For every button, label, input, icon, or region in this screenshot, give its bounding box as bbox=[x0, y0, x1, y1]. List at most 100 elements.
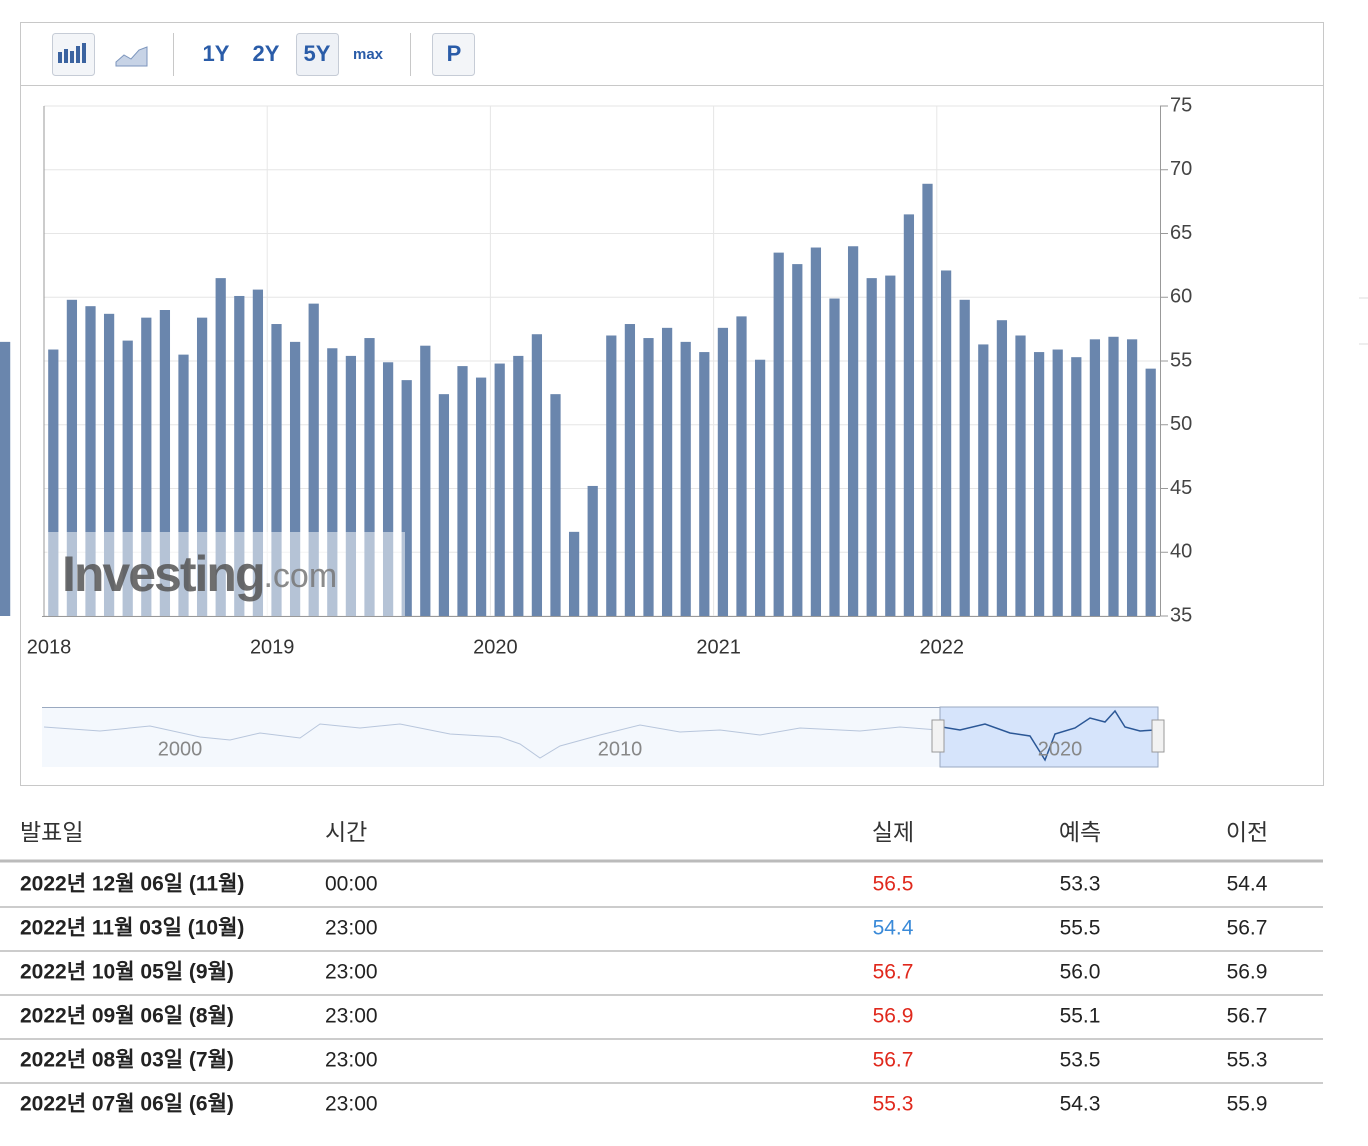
bar bbox=[178, 354, 189, 616]
bar bbox=[1108, 336, 1119, 616]
table-cell: 55.3 bbox=[1227, 1049, 1268, 1072]
table-cell: 2022년 12월 06일 (11월) bbox=[20, 873, 244, 896]
table-cell: 56.9 bbox=[873, 1005, 914, 1028]
table-cell: 2022년 09월 06일 (8월) bbox=[20, 1005, 234, 1028]
navigator-handle[interactable] bbox=[931, 719, 945, 753]
table-cell: 56.7 bbox=[873, 1049, 914, 1072]
table-cell: 56.0 bbox=[1060, 961, 1101, 984]
table-header: 시간 bbox=[325, 819, 367, 845]
bar bbox=[382, 362, 394, 616]
range-button[interactable]: 2Y bbox=[253, 41, 280, 66]
bar bbox=[345, 355, 357, 616]
navigator-label: 2010 bbox=[598, 738, 643, 760]
table-cell: 55.3 bbox=[873, 1093, 914, 1116]
bar bbox=[661, 327, 673, 616]
x-tick-label: 2019 bbox=[250, 636, 295, 658]
table-header: 예측 bbox=[1059, 819, 1101, 845]
table-header: 실제 bbox=[872, 819, 914, 845]
table-cell: 2022년 07월 06일 (6월) bbox=[20, 1093, 234, 1116]
bar bbox=[866, 278, 877, 616]
y-tick-label: 70 bbox=[1170, 158, 1192, 180]
bar bbox=[401, 380, 412, 616]
x-tick-label: 2020 bbox=[473, 636, 518, 658]
table-cell: 54.3 bbox=[1060, 1093, 1101, 1116]
table-cell: 23:00 bbox=[325, 1005, 378, 1028]
bar bbox=[550, 394, 561, 616]
bar bbox=[1015, 335, 1026, 616]
bar bbox=[1052, 349, 1063, 616]
table-header: 발표일 bbox=[20, 819, 83, 845]
bar bbox=[457, 366, 468, 616]
bar bbox=[215, 278, 226, 616]
y-tick-label: 55 bbox=[1170, 349, 1192, 371]
navigator-history bbox=[43, 723, 939, 759]
table-cell: 56.7 bbox=[873, 961, 914, 984]
bar bbox=[1126, 339, 1138, 616]
bar bbox=[643, 338, 654, 616]
bar bbox=[364, 338, 375, 616]
bar bbox=[271, 324, 282, 616]
watermark-domain: .com bbox=[263, 557, 337, 595]
bar bbox=[196, 317, 208, 616]
bar bbox=[1145, 368, 1156, 616]
table-cell: 56.5 bbox=[873, 873, 914, 896]
bar bbox=[717, 327, 729, 616]
table-cell: 23:00 bbox=[325, 961, 378, 984]
table-cell: 23:00 bbox=[325, 1093, 378, 1116]
x-tick-label: 2021 bbox=[696, 636, 741, 658]
table-cell: 53.3 bbox=[1060, 873, 1101, 896]
bar bbox=[531, 334, 543, 616]
watermark-name: Investing bbox=[62, 546, 263, 602]
range-button[interactable]: 1Y bbox=[203, 41, 230, 66]
bar bbox=[996, 320, 1008, 616]
table-cell: 54.4 bbox=[1227, 873, 1268, 896]
bar bbox=[829, 298, 840, 616]
bar bbox=[494, 363, 505, 616]
navigator-label: 2000 bbox=[158, 738, 203, 760]
navigator-handle[interactable] bbox=[1151, 719, 1165, 753]
x-tick-label: 2022 bbox=[920, 636, 965, 658]
bar bbox=[940, 270, 952, 616]
table-cell: 55.1 bbox=[1060, 1005, 1101, 1028]
bar bbox=[754, 359, 766, 616]
bar bbox=[141, 317, 152, 616]
table-cell: 2022년 08월 03일 (7월) bbox=[20, 1049, 234, 1072]
bar bbox=[792, 264, 803, 616]
bar bbox=[513, 355, 524, 616]
navigator-selected-line bbox=[941, 709, 1156, 762]
bar bbox=[587, 485, 598, 616]
watermark: Investing.com bbox=[62, 546, 337, 602]
bar bbox=[1033, 352, 1045, 616]
range-button[interactable]: P bbox=[447, 41, 462, 66]
bar bbox=[252, 289, 264, 616]
bar bbox=[1089, 339, 1101, 616]
bar bbox=[847, 246, 859, 616]
bar bbox=[438, 394, 450, 616]
y-tick-label: 45 bbox=[1170, 477, 1192, 499]
table-cell: 56.7 bbox=[1227, 1005, 1268, 1028]
range-button[interactable]: max bbox=[353, 46, 384, 63]
bar bbox=[48, 349, 59, 616]
bar bbox=[773, 252, 784, 616]
table-cell: 55.5 bbox=[1060, 917, 1101, 940]
bar bbox=[289, 341, 301, 616]
y-tick-label: 75 bbox=[1170, 94, 1192, 116]
line-chart-button[interactable] bbox=[115, 46, 148, 67]
range-button[interactable]: 5Y bbox=[304, 41, 331, 66]
bar bbox=[0, 341, 11, 616]
table-cell: 56.9 bbox=[1227, 961, 1268, 984]
bar bbox=[606, 335, 617, 616]
bar bbox=[66, 299, 78, 616]
bar bbox=[680, 341, 691, 616]
bar bbox=[327, 348, 338, 616]
table-cell: 23:00 bbox=[325, 917, 378, 940]
y-tick-label: 60 bbox=[1170, 286, 1192, 308]
table-cell: 23:00 bbox=[325, 1049, 378, 1072]
bar bbox=[159, 310, 171, 616]
table-cell: 54.4 bbox=[873, 917, 914, 940]
bar bbox=[885, 275, 896, 616]
bar bbox=[624, 324, 636, 616]
bar bbox=[568, 531, 580, 616]
